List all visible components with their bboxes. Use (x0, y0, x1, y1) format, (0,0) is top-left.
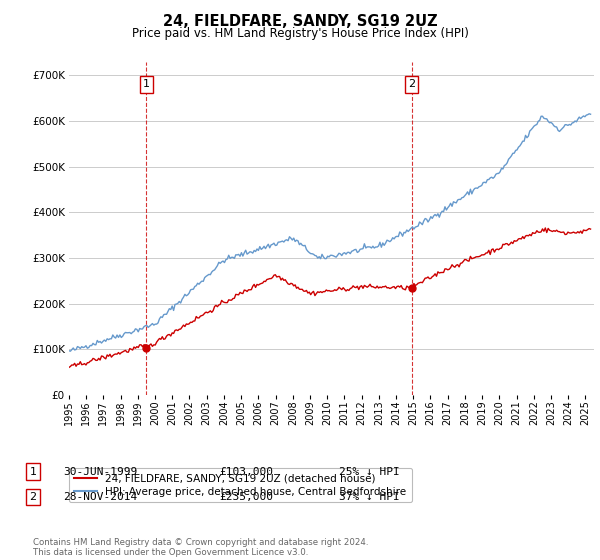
Text: 1: 1 (143, 80, 150, 90)
Text: £235,000: £235,000 (219, 492, 273, 502)
Text: 24, FIELDFARE, SANDY, SG19 2UZ: 24, FIELDFARE, SANDY, SG19 2UZ (163, 14, 437, 29)
Text: 28-NOV-2014: 28-NOV-2014 (63, 492, 137, 502)
Text: 2: 2 (29, 492, 37, 502)
Text: 37% ↓ HPI: 37% ↓ HPI (339, 492, 400, 502)
Text: £103,000: £103,000 (219, 466, 273, 477)
Legend: 24, FIELDFARE, SANDY, SG19 2UZ (detached house), HPI: Average price, detached ho: 24, FIELDFARE, SANDY, SG19 2UZ (detached… (69, 468, 412, 502)
Text: 1: 1 (29, 466, 37, 477)
Text: 25% ↓ HPI: 25% ↓ HPI (339, 466, 400, 477)
Text: 2: 2 (408, 80, 415, 90)
Text: Price paid vs. HM Land Registry's House Price Index (HPI): Price paid vs. HM Land Registry's House … (131, 27, 469, 40)
Text: Contains HM Land Registry data © Crown copyright and database right 2024.
This d: Contains HM Land Registry data © Crown c… (33, 538, 368, 557)
Text: 30-JUN-1999: 30-JUN-1999 (63, 466, 137, 477)
